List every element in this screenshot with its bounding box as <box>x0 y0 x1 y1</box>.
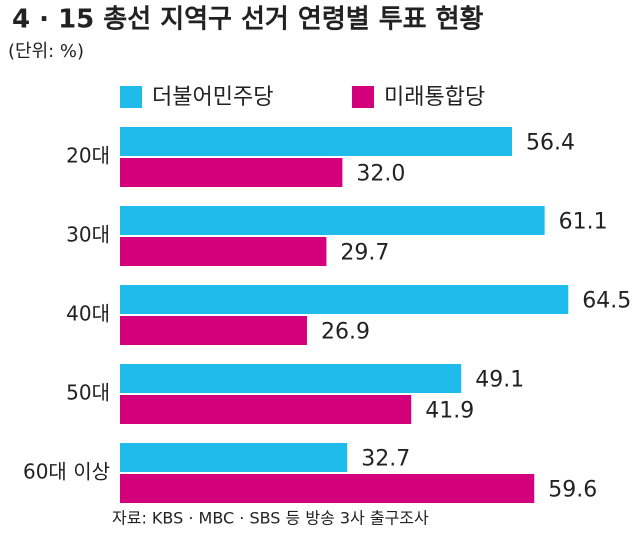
value-label: 56.4 <box>526 131 575 156</box>
value-label: 64.5 <box>582 289 631 314</box>
bar <box>120 206 545 235</box>
value-label: 41.9 <box>425 399 474 424</box>
legend-swatch <box>120 86 142 108</box>
category-label: 30대 <box>66 223 110 247</box>
legend-swatch <box>352 86 374 108</box>
value-label: 32.0 <box>356 162 405 187</box>
bar <box>120 127 512 156</box>
bar <box>120 395 412 424</box>
legend-label: 미래통합당 <box>384 85 485 110</box>
bar <box>120 316 307 345</box>
value-label: 26.9 <box>321 320 370 345</box>
value-label: 32.7 <box>361 447 410 472</box>
bar <box>120 158 343 187</box>
bar <box>120 237 327 266</box>
value-label: 61.1 <box>559 210 608 235</box>
bar <box>120 443 348 472</box>
value-label: 59.6 <box>548 478 597 503</box>
category-label: 20대 <box>66 144 110 168</box>
bar <box>120 364 462 393</box>
category-label: 50대 <box>66 381 110 405</box>
source-note: 자료: KBS · MBC · SBS 등 방송 3사 출구조사 <box>112 509 429 528</box>
chart-subtitle: (단위: %) <box>8 41 84 62</box>
category-label: 60대 이상 <box>23 460 110 484</box>
category-label: 40대 <box>66 302 110 326</box>
legend-label: 더불어민주당 <box>152 85 273 110</box>
value-label: 49.1 <box>475 368 524 393</box>
chart-title: 4 · 15 총선 지역구 선거 연령별 투표 현황 <box>12 5 484 35</box>
bar <box>120 474 535 503</box>
bar <box>120 285 569 314</box>
value-label: 29.7 <box>340 241 389 266</box>
